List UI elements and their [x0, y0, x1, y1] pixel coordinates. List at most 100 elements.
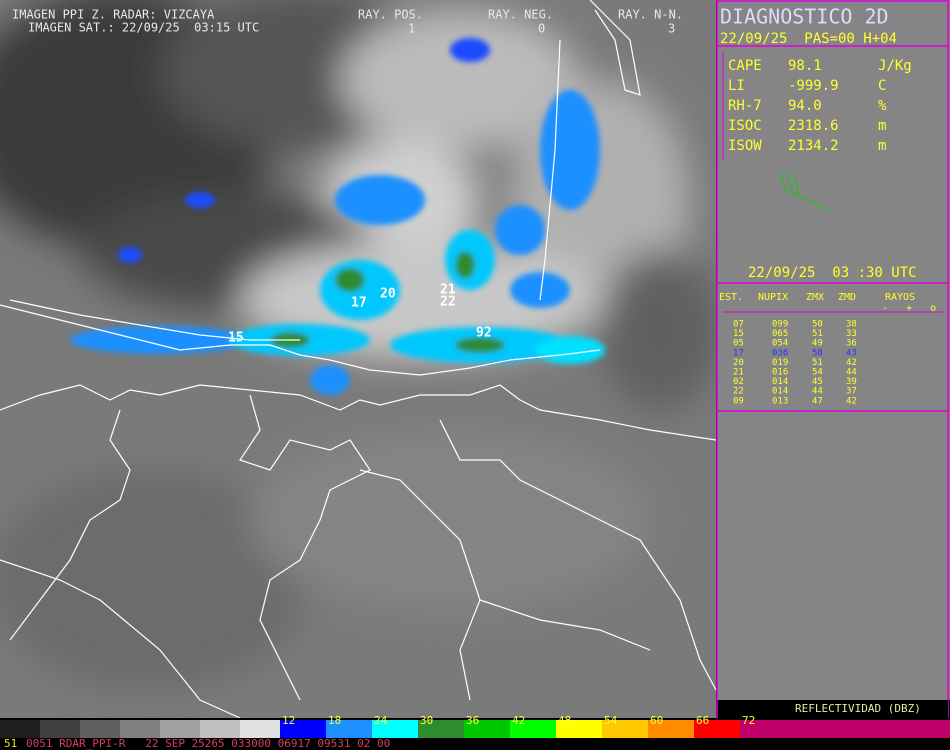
counter-value: 1	[408, 22, 415, 36]
table-cell: 02	[733, 377, 744, 387]
scale-band	[326, 720, 372, 738]
param-name: RH-7	[728, 98, 762, 114]
param-value: 2318.6	[788, 118, 839, 134]
legend-title: REFLECTIVIDAD (DBZ)	[795, 702, 921, 715]
scale-band	[40, 720, 80, 738]
counter-value: 3	[668, 22, 675, 36]
table-cell: 51	[812, 329, 823, 339]
map-subtitle: IMAGEN SAT.: 22/09/25 03:15 UTC	[28, 21, 259, 35]
table-cell: 33	[846, 329, 857, 339]
station-label: 92	[476, 326, 492, 341]
param-name: LI	[728, 78, 745, 94]
scale-band	[418, 720, 464, 738]
scale-label: 60	[650, 714, 663, 727]
table-cell: 44	[846, 368, 857, 378]
table-cell: 036	[772, 348, 788, 358]
table-cell: 17	[733, 348, 744, 358]
table-cell: 58	[812, 348, 823, 358]
table-cell: 014	[772, 377, 788, 387]
scale-band	[464, 720, 510, 738]
station-label: 22	[440, 295, 456, 310]
table-cell: 51	[812, 358, 823, 368]
table-cell: 065	[772, 329, 788, 339]
counter-value: 0	[538, 22, 545, 36]
scale-label: 18	[328, 714, 341, 727]
scale-band	[648, 720, 694, 738]
column-header: NUPIX	[758, 292, 788, 303]
panel-date: 22/09/25 PAS=00 H+04	[720, 31, 897, 47]
scale-band	[280, 720, 326, 738]
scale-label: 36	[466, 714, 479, 727]
status-code: 51	[4, 737, 17, 750]
table-cell: 016	[772, 368, 788, 378]
scale-band	[0, 720, 40, 738]
table-cell: 45	[812, 377, 823, 387]
table-cell: 22	[733, 387, 744, 397]
panel-title: DIAGNOSTICO 2D	[720, 5, 889, 29]
column-header: ZMX	[806, 292, 824, 303]
param-value: -999.9	[788, 78, 839, 94]
table-cell: 099	[772, 320, 788, 330]
table-cell: 42	[846, 358, 857, 368]
table-cell: 019	[772, 358, 788, 368]
station-label: 15	[228, 331, 244, 346]
rayos-signs: - + o	[882, 303, 936, 314]
param-name: ISOC	[728, 118, 762, 134]
color-scale: 12 18 24 30 36 42 48 54 60 66 72	[0, 714, 950, 738]
table-cell: 36	[846, 339, 857, 349]
scale-label: 54	[604, 714, 618, 727]
scale-band	[510, 720, 556, 738]
status-line: 0051 RDAR_PPI-R 22 SEP 25265 033000 0691…	[26, 737, 390, 750]
counter-label: RAY. NEG.	[488, 8, 553, 22]
table-cell: 44	[812, 387, 823, 397]
table-cell: 21	[733, 368, 744, 378]
table-cell: 37	[846, 387, 857, 397]
param-unit: m	[878, 138, 886, 154]
scale-band	[200, 720, 240, 738]
scale-band	[740, 720, 950, 738]
table-cell: 014	[772, 387, 788, 397]
param-value: 2134.2	[788, 138, 839, 154]
table-cell: 07	[733, 320, 744, 330]
map: IMAGEN PPI Z. RADAR: VIZCAYA IMAGEN SAT.…	[0, 0, 720, 719]
param-unit: C	[878, 78, 886, 94]
scale-label: 12	[282, 714, 295, 727]
table-cell: 49	[812, 339, 823, 349]
column-header: RAYOS	[885, 292, 915, 303]
scale-label: 42	[512, 714, 525, 727]
param-unit: %	[878, 98, 887, 114]
scale-band	[694, 720, 740, 738]
scale-label: 48	[558, 714, 571, 727]
param-unit: J/Kg	[878, 58, 912, 74]
counter-label: RAY. N-N.	[618, 8, 683, 22]
table-cell: 05	[733, 339, 744, 349]
scale-band	[240, 720, 280, 738]
table-cell: 013	[772, 396, 788, 406]
table-cell: 42	[846, 396, 857, 406]
param-value: 98.1	[788, 58, 822, 74]
scale-band	[372, 720, 418, 738]
param-name: CAPE	[728, 58, 762, 74]
table-cell: 47	[812, 396, 823, 406]
station-label: 17	[351, 296, 367, 311]
panel-time: 22/09/25 03 :30 UTC	[748, 265, 917, 281]
scale-band	[80, 720, 120, 738]
table-cell: 43	[846, 348, 857, 358]
table-cell: 20	[733, 358, 744, 368]
scale-bar-top	[0, 718, 950, 720]
table-cell: 50	[812, 320, 823, 330]
scale-label: 24	[374, 714, 388, 727]
scale-band	[556, 720, 602, 738]
scale-label: 72	[742, 714, 755, 727]
table-cell: 054	[772, 339, 788, 349]
table-cell: 15	[733, 329, 744, 339]
param-value: 94.0	[788, 98, 822, 114]
param-unit: m	[878, 118, 886, 134]
column-header: ZMD	[838, 292, 856, 303]
table-cell: 38	[846, 320, 857, 330]
scale-label: 30	[420, 714, 433, 727]
scale-band	[160, 720, 200, 738]
scale-band	[120, 720, 160, 738]
counter-label: RAY. POS.	[358, 8, 423, 22]
